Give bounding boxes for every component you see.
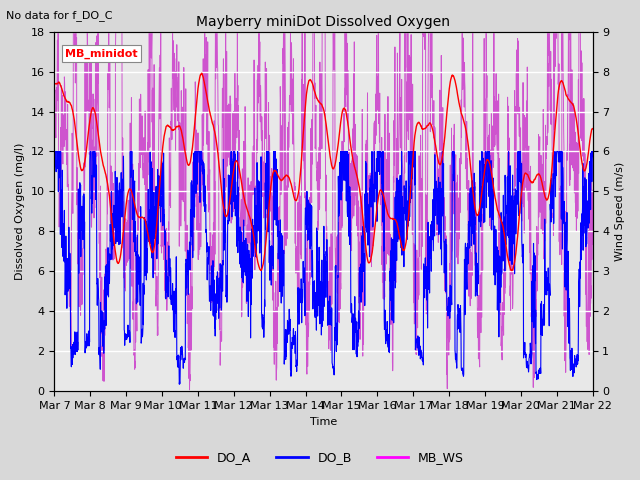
Title: Mayberry miniDot Dissolved Oxygen: Mayberry miniDot Dissolved Oxygen (196, 15, 451, 29)
Text: MB_minidot: MB_minidot (65, 49, 138, 59)
Text: No data for f_DO_C: No data for f_DO_C (6, 10, 113, 21)
Legend: DO_A, DO_B, MB_WS: DO_A, DO_B, MB_WS (171, 446, 469, 469)
Y-axis label: Dissolved Oxygen (mg/l): Dissolved Oxygen (mg/l) (15, 143, 25, 280)
X-axis label: Time: Time (310, 417, 337, 427)
Y-axis label: Wind Speed (m/s): Wind Speed (m/s) (615, 162, 625, 261)
